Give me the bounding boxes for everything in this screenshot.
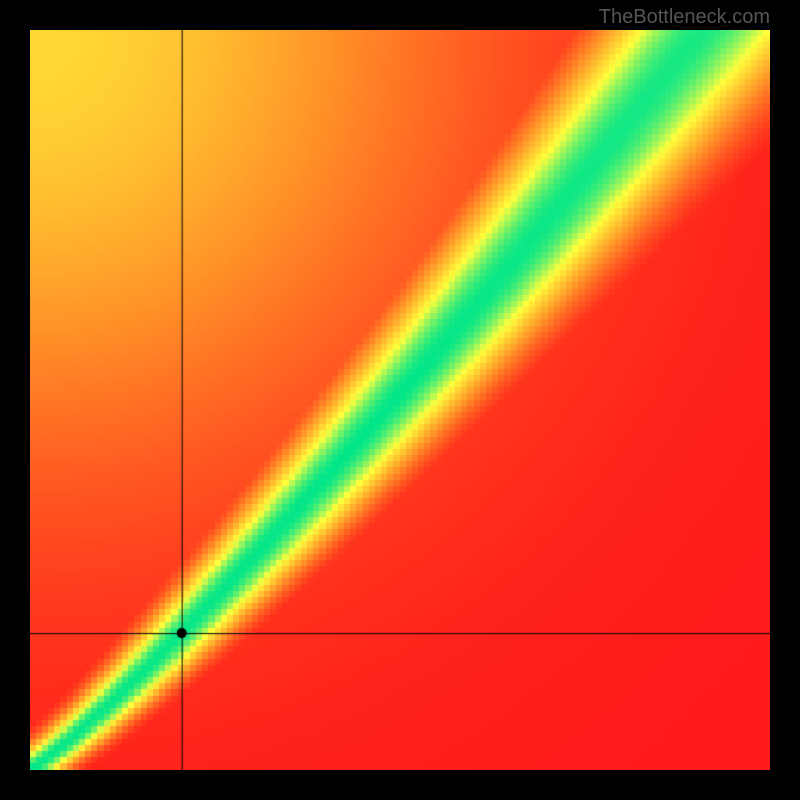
heatmap-canvas — [30, 30, 770, 770]
watermark-text: TheBottleneck.com — [599, 6, 770, 29]
heatmap-plot — [30, 30, 770, 770]
